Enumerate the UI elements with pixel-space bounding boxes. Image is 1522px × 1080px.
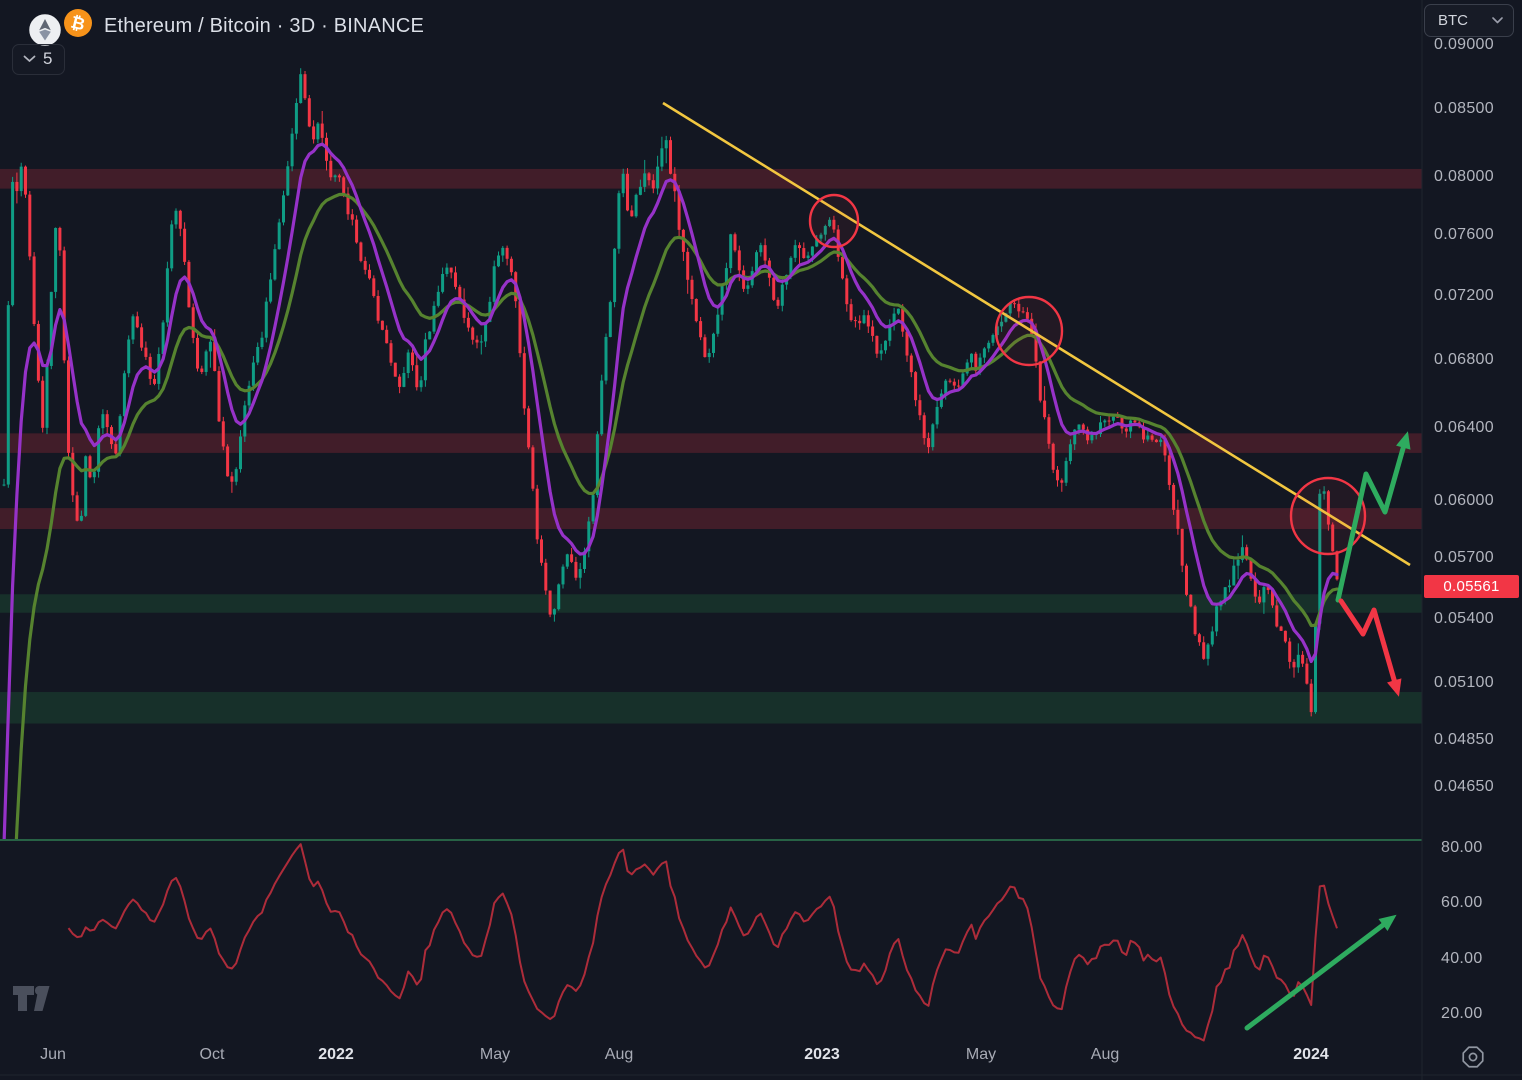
time-axis-label: Jun <box>40 1046 66 1063</box>
tradingview-logo[interactable] <box>13 984 61 1014</box>
time-axis-label: Aug <box>604 1046 634 1063</box>
currency-label: BTC <box>1438 12 1468 29</box>
time-axis-label: Aug <box>1090 1046 1120 1063</box>
price-axis-label: 0.06000 <box>1434 491 1494 509</box>
price-axis-label: 0.04650 <box>1434 777 1494 795</box>
price-axis-label: 0.05700 <box>1434 549 1494 567</box>
sr-zones <box>0 168 1422 724</box>
price-axis-label: 0.09000 <box>1434 36 1494 53</box>
indicator-axis-label: 80.00 <box>1441 839 1483 856</box>
time-axis-label: May <box>965 1046 997 1063</box>
price-axis-label: 0.04850 <box>1434 730 1494 748</box>
price-currency-button[interactable]: BTC <box>1424 4 1514 37</box>
ethereum-icon <box>26 11 64 46</box>
rsi-bullish-arrow[interactable] <box>1244 916 1394 1031</box>
price-axis-label: 0.08500 <box>1434 100 1494 118</box>
bearish-scenario-arrow[interactable] <box>1338 598 1400 693</box>
time-axis-label: 2024 <box>1293 1046 1329 1063</box>
price-axis-label: 0.05100 <box>1434 674 1494 692</box>
support-zone-high <box>0 594 1422 613</box>
price-axis-label: 0.06800 <box>1434 350 1494 368</box>
price-axis-label: 0.07200 <box>1434 286 1494 304</box>
breakout-circle[interactable] <box>1289 476 1367 556</box>
candlestick-series <box>2 68 1339 717</box>
time-axis-label: 2022 <box>318 1046 354 1063</box>
resistance-zone-mid <box>0 433 1422 453</box>
indicators-collapse-button[interactable]: 5 <box>12 44 66 75</box>
resistance-zone-low <box>0 508 1422 530</box>
time-axis-label: May <box>479 1046 511 1063</box>
ethereum-glyph <box>39 19 51 41</box>
rsi-bullish-arrow-head <box>1378 914 1397 932</box>
last-price-badge: 0.05561 <box>1424 574 1519 598</box>
bearish-scenario-arrow-head <box>1387 678 1402 697</box>
breakout-circle[interactable] <box>994 295 1064 367</box>
pair-logo: ₿ <box>26 9 92 46</box>
indicator-axis-label: 20.00 <box>1441 1004 1483 1022</box>
rsi-line <box>67 843 1338 1042</box>
bullish-scenario-arrow-head <box>1396 431 1411 450</box>
breakout-circle[interactable] <box>808 193 860 249</box>
settings-gear-icon[interactable] <box>1459 1043 1487 1071</box>
bitcoin-icon <box>64 9 92 37</box>
price-axis-label: 0.08000 <box>1434 168 1494 186</box>
highlight-circles[interactable] <box>808 193 1367 556</box>
ema-fast-line <box>2 142 1339 839</box>
price-axis-label: 0.05400 <box>1434 609 1494 627</box>
price-axis-label: 0.06400 <box>1434 419 1494 437</box>
bullish-scenario-arrow[interactable] <box>1335 435 1409 603</box>
time-axis-label: Oct <box>199 1046 225 1063</box>
symbol-header[interactable]: ₿ Ethereum / Bitcoin · 3D · BINANCE <box>12 6 424 46</box>
support-zone-low <box>0 692 1422 724</box>
indicator-axis-label: 40.00 <box>1441 949 1483 967</box>
price-axis-label: 0.07600 <box>1434 225 1494 243</box>
bitcoin-glyph: ₿ <box>69 13 87 35</box>
symbol-title: Ethereum / Bitcoin · 3D · BINANCE <box>104 14 425 37</box>
time-axis-label: 2023 <box>804 1046 840 1063</box>
resistance-zone-high <box>0 168 1422 189</box>
chevron-down-icon <box>23 55 36 62</box>
indicator-count-label: 5 <box>43 49 53 68</box>
ema-slow-line <box>14 192 1339 839</box>
chevron-down-icon <box>1492 17 1503 24</box>
indicator-axis-label: 60.00 <box>1441 894 1483 912</box>
descending-trendline[interactable] <box>662 101 1411 567</box>
